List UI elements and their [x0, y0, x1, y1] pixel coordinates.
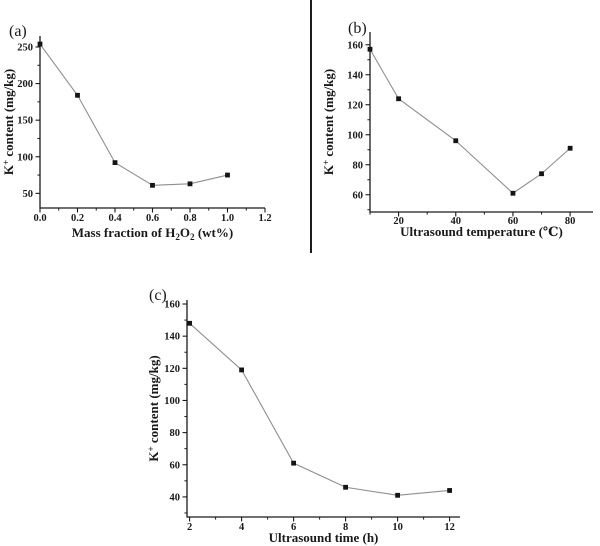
y-tick-label: 160: [347, 40, 363, 51]
y-axis-label: K+ content (mg/kg): [1, 69, 16, 175]
panel-a: (a) 0.0 0.2 0.4 0.6 0.8 1.0 1.2 50 100 150 200 250 M…: [0, 0, 300, 256]
y-tick-label: 100: [17, 152, 33, 163]
chart-svg: 20 40 60 80 60 80 100 120 140 160 Ultrasound tempe…: [321, 32, 593, 239]
data-point: [510, 190, 516, 196]
panel-a-label: (a): [9, 23, 27, 40]
data-point: [395, 492, 400, 498]
x-tick-label: 10: [392, 522, 403, 533]
panel-b-label: (b): [348, 20, 367, 37]
panel-c: (c) 2 4 6 8 10 12 40 60 80 100 120 140 160 Ultrasound…: [130, 280, 475, 546]
x-tick-label: 8: [343, 522, 348, 533]
data-point: [343, 484, 348, 490]
x-tick-label: 0.4: [108, 213, 122, 224]
y-tick-label: 50: [23, 189, 34, 200]
x-axis-label: Ultrasound time (h): [269, 530, 379, 545]
data-point: [291, 460, 296, 466]
x-axis-label: Ultrasound temperature (℃): [400, 224, 563, 239]
y-tick-label: 80: [170, 428, 181, 439]
x-axis-label: Mass fraction of H2O2 (wt%): [72, 225, 233, 242]
y-tick-label: 80: [353, 160, 364, 171]
data-point: [396, 96, 401, 102]
panel-b: (b) 20 40 60 80 60 80 100 120 140 160 Ultrasound t…: [313, 0, 600, 256]
x-tick-label: 1.2: [258, 213, 271, 224]
axis-spine: [369, 32, 593, 213]
x-tick-label: 0.2: [71, 213, 84, 224]
data-line: [189, 322, 450, 496]
data-point: [75, 92, 80, 98]
data-point: [112, 160, 118, 166]
x-tick-label: 12: [444, 522, 455, 533]
y-tick-label: 40: [170, 492, 181, 503]
y-tick-label: 150: [17, 116, 33, 127]
chart-svg: 2 4 6 8 10 12 40 60 80 100 120 140 160 Ultrasound tim…: [146, 300, 460, 545]
y-axis-label: K+ content (mg/kg): [146, 355, 161, 461]
y-tick-label: 60: [170, 460, 181, 471]
x-tick-label: 6: [291, 522, 296, 533]
x-tick-label: 0.8: [183, 213, 196, 224]
data-line: [39, 43, 228, 186]
data-point: [453, 138, 459, 144]
x-tick-label: 20: [393, 216, 404, 227]
data-point: [225, 172, 230, 178]
y-tick-label: 160: [164, 300, 180, 311]
data-point: [367, 46, 373, 52]
y-tick-label: 120: [347, 100, 363, 111]
x-tick-label: 1.0: [221, 213, 234, 224]
data-line: [369, 48, 571, 194]
x-tick-label: 2: [187, 522, 192, 533]
axis-spine: [186, 300, 460, 518]
y-tick-label: 100: [347, 130, 363, 141]
data-point: [447, 488, 452, 493]
x-tick-label: 40: [451, 216, 462, 227]
x-tick-label: 0.6: [146, 213, 159, 224]
data-point: [187, 181, 193, 187]
data-point: [567, 145, 573, 151]
axis-spine: [39, 36, 265, 209]
y-tick-label: 100: [164, 396, 180, 407]
data-point: [539, 171, 544, 177]
y-tick-label: 140: [347, 70, 363, 81]
data-point: [150, 182, 155, 188]
panel-c-label: (c): [149, 287, 167, 304]
data-point: [37, 41, 43, 47]
x-tick-label: 4: [239, 522, 245, 533]
x-tick-label: 80: [565, 216, 576, 227]
y-tick-label: 120: [164, 364, 180, 375]
y-axis-label: K+ content (mg/kg): [321, 69, 336, 175]
data-point: [239, 367, 244, 373]
y-tick-label: 200: [17, 79, 33, 90]
x-tick-label: 0.0: [33, 213, 46, 224]
y-tick-label: 250: [17, 42, 33, 53]
data-point: [187, 320, 192, 326]
chart-svg: 0.0 0.2 0.4 0.6 0.8 1.0 1.2 50 100 150 200 250 Mass …: [1, 36, 272, 242]
x-tick-label: 60: [508, 216, 519, 227]
panel-divider-line: [310, 0, 312, 253]
y-tick-label: 60: [353, 190, 364, 201]
y-tick-label: 140: [164, 332, 180, 343]
